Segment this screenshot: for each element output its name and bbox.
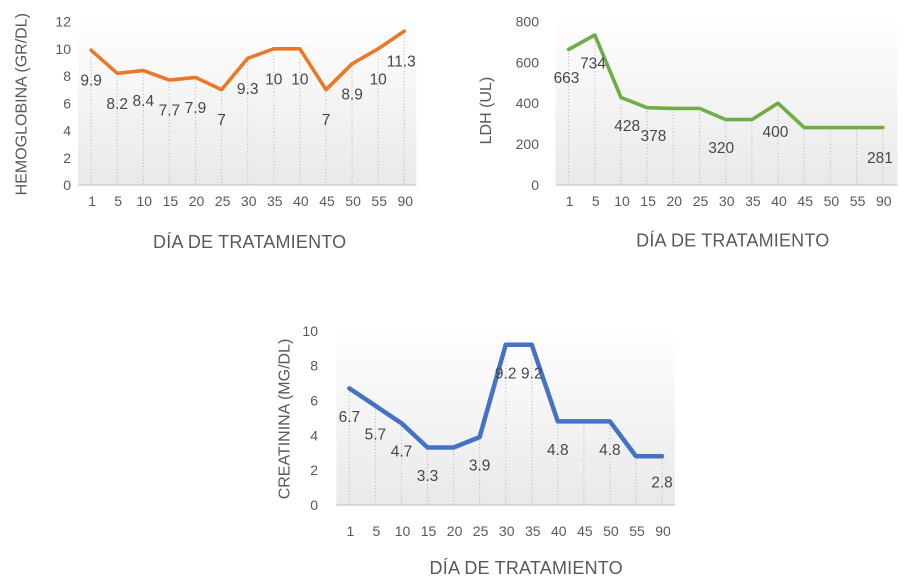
svg-text:15: 15 [640, 193, 656, 209]
svg-text:35: 35 [525, 523, 541, 539]
svg-text:90: 90 [398, 193, 414, 209]
svg-text:7: 7 [322, 112, 331, 129]
svg-text:25: 25 [693, 193, 709, 209]
svg-text:45: 45 [797, 193, 813, 209]
svg-text:20: 20 [189, 193, 205, 209]
svg-text:2: 2 [310, 462, 318, 478]
svg-text:9.2: 9.2 [521, 365, 543, 382]
svg-text:4.8: 4.8 [547, 442, 569, 459]
svg-text:0: 0 [531, 177, 539, 193]
svg-text:9.2: 9.2 [495, 365, 517, 382]
svg-text:5: 5 [592, 193, 600, 209]
svg-text:12: 12 [55, 14, 71, 30]
svg-text:35: 35 [745, 193, 761, 209]
svg-text:55: 55 [629, 523, 645, 539]
svg-text:428: 428 [614, 118, 640, 135]
svg-text:25: 25 [473, 523, 489, 539]
svg-text:0: 0 [310, 497, 318, 513]
svg-text:1: 1 [347, 523, 355, 539]
svg-text:HEMOGLOBINA (GR/DL): HEMOGLOBINA (GR/DL) [13, 13, 30, 195]
svg-text:2.8: 2.8 [651, 474, 673, 491]
svg-text:10: 10 [137, 193, 153, 209]
svg-text:400: 400 [516, 95, 540, 111]
svg-text:55: 55 [850, 193, 866, 209]
svg-text:4: 4 [310, 427, 318, 443]
svg-text:378: 378 [640, 128, 666, 145]
svg-text:45: 45 [577, 523, 593, 539]
svg-text:2: 2 [63, 150, 71, 166]
svg-text:20: 20 [667, 193, 683, 209]
svg-text:40: 40 [551, 523, 567, 539]
svg-text:25: 25 [215, 193, 231, 209]
svg-text:DÍA DE TRATAMIENTO: DÍA DE TRATAMIENTO [636, 231, 829, 251]
svg-text:734: 734 [580, 56, 606, 73]
svg-text:30: 30 [719, 193, 735, 209]
svg-text:11.3: 11.3 [387, 54, 416, 71]
svg-text:LDH (UL): LDH (UL) [478, 77, 495, 145]
svg-text:20: 20 [447, 523, 463, 539]
svg-text:3.9: 3.9 [469, 458, 491, 475]
svg-text:663: 663 [554, 70, 580, 87]
svg-text:15: 15 [163, 193, 179, 209]
svg-text:4: 4 [63, 123, 71, 139]
svg-text:4.7: 4.7 [391, 444, 413, 461]
svg-text:55: 55 [371, 193, 387, 209]
svg-text:9.9: 9.9 [80, 73, 102, 90]
svg-text:9.3: 9.3 [237, 81, 259, 98]
svg-text:90: 90 [876, 193, 892, 209]
svg-text:8.2: 8.2 [106, 96, 128, 113]
svg-text:6: 6 [63, 95, 71, 111]
svg-text:1: 1 [566, 193, 574, 209]
svg-text:50: 50 [603, 523, 619, 539]
svg-text:8.9: 8.9 [341, 86, 363, 103]
svg-text:DÍA DE TRATAMIENTO: DÍA DE TRATAMIENTO [153, 232, 346, 252]
svg-text:40: 40 [293, 193, 309, 209]
svg-text:10: 10 [302, 323, 318, 339]
svg-text:10: 10 [291, 71, 309, 88]
svg-text:CREATININA (MG/DL): CREATININA (MG/DL) [276, 339, 293, 500]
svg-text:281: 281 [867, 150, 893, 167]
svg-text:600: 600 [516, 54, 540, 70]
svg-text:40: 40 [771, 193, 787, 209]
svg-text:4.8: 4.8 [599, 442, 621, 459]
svg-text:0: 0 [63, 177, 71, 193]
svg-text:10: 10 [55, 41, 71, 57]
svg-text:30: 30 [241, 193, 257, 209]
svg-text:10: 10 [395, 523, 411, 539]
svg-text:8.4: 8.4 [133, 93, 155, 110]
svg-text:45: 45 [319, 193, 335, 209]
svg-text:10: 10 [370, 71, 388, 88]
svg-text:6.7: 6.7 [339, 409, 361, 426]
svg-text:1: 1 [88, 193, 96, 209]
svg-text:50: 50 [345, 193, 361, 209]
svg-text:400: 400 [762, 124, 788, 141]
svg-text:8: 8 [310, 358, 318, 374]
svg-text:DÍA DE TRATAMIENTO: DÍA DE TRATAMIENTO [430, 558, 623, 578]
svg-text:320: 320 [708, 140, 734, 157]
svg-text:10: 10 [265, 71, 283, 88]
svg-text:5: 5 [373, 523, 381, 539]
svg-text:7: 7 [217, 112, 226, 129]
svg-text:6: 6 [310, 393, 318, 409]
svg-text:8: 8 [63, 68, 71, 84]
svg-text:7.9: 7.9 [185, 100, 207, 117]
svg-text:3.3: 3.3 [417, 468, 439, 485]
svg-text:800: 800 [516, 14, 540, 30]
svg-text:30: 30 [499, 523, 515, 539]
svg-text:35: 35 [267, 193, 283, 209]
svg-text:5.7: 5.7 [365, 426, 387, 443]
svg-text:50: 50 [824, 193, 840, 209]
svg-text:10: 10 [614, 193, 630, 209]
svg-text:90: 90 [655, 523, 671, 539]
svg-text:15: 15 [421, 523, 437, 539]
svg-text:200: 200 [516, 136, 540, 152]
svg-text:5: 5 [114, 193, 122, 209]
svg-text:7.7: 7.7 [159, 103, 181, 120]
